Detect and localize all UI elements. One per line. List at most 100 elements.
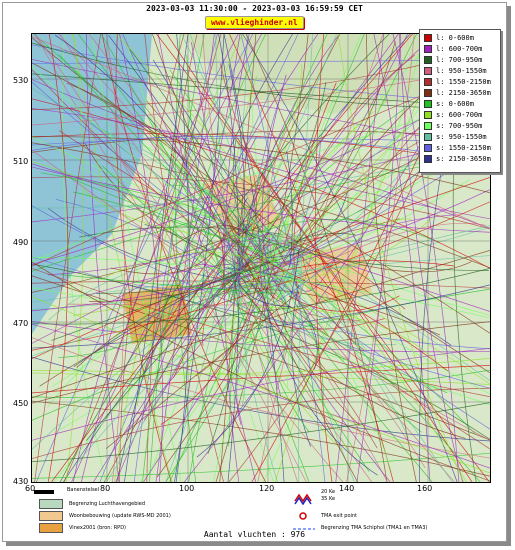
x-tick-140: 140: [339, 484, 355, 493]
flight-track: [32, 321, 490, 353]
flight-track: [32, 62, 490, 334]
flight-track: [235, 87, 284, 294]
x-tick-60: 60: [25, 484, 36, 493]
flight-track: [222, 136, 258, 264]
flight-track: [216, 232, 286, 389]
flight-track: [123, 34, 275, 482]
flight-track: [288, 295, 400, 312]
flight-track: [32, 358, 490, 376]
legend-runways: Banenstelsel: [67, 487, 100, 493]
flight-track: [236, 207, 257, 279]
altitude-legend: l: 0-600m l: 600-700m l: 700-950m l: 950…: [419, 29, 501, 173]
flight-track: [170, 153, 225, 290]
legend-item: s: 950-1550m: [424, 131, 487, 142]
flight-track: [115, 34, 172, 482]
flight-track: [220, 63, 302, 230]
flight-track: [216, 268, 252, 296]
flight-track: [85, 261, 299, 297]
grid-lines: [32, 34, 490, 482]
flight-track: [32, 267, 490, 325]
urban-area-3: [122, 284, 192, 344]
flight-track: [195, 214, 275, 300]
flight-track: [76, 258, 277, 368]
flight-track: [32, 321, 490, 404]
flight-track: [32, 268, 490, 398]
flight-track: [212, 34, 362, 482]
flight-track: [32, 201, 490, 351]
flight-track: [257, 34, 384, 482]
tma-boundary-icon: [293, 528, 315, 530]
flight-track: [59, 34, 372, 482]
flight-track: [250, 269, 348, 451]
flight-track: [266, 186, 403, 230]
flight-track: [224, 267, 452, 346]
legend-vinex: Vinex2001 (bron: RPD): [39, 523, 126, 533]
flight-track: [32, 402, 490, 463]
map-svg: [32, 34, 490, 482]
runway-swatch: [34, 490, 54, 494]
flight-track: [149, 34, 205, 482]
flight-track: [34, 34, 344, 482]
flight-track: [119, 34, 185, 482]
flight-track: [32, 79, 490, 220]
flight-track: [157, 307, 261, 478]
flight-track: [119, 34, 163, 482]
flight-track: [222, 260, 455, 293]
flight-track: [32, 296, 490, 474]
flight-track: [116, 34, 293, 482]
flight-track: [60, 274, 277, 294]
flight-track: [32, 261, 490, 482]
flight-track: [47, 242, 301, 408]
flight-track: [81, 34, 262, 482]
flight-track: [181, 34, 453, 482]
flight-track: [32, 400, 490, 477]
flight-track: [152, 34, 358, 482]
flight-track: [32, 387, 490, 459]
flight-track: [32, 249, 490, 399]
flight-track: [366, 34, 417, 482]
y-tick-490: 490: [13, 238, 29, 247]
flight-track: [152, 117, 271, 230]
flight-track: [75, 274, 292, 466]
flight-track: [272, 279, 286, 293]
flight-track: [106, 34, 125, 482]
flight-track: [173, 239, 270, 378]
map-legend-bottom: Banenstelsel Begrenzing Luchthavengebied…: [31, 487, 489, 537]
flight-track: [233, 259, 291, 307]
flight-track: [152, 59, 286, 252]
flight-track: [142, 34, 267, 482]
brand-badge[interactable]: www.vlieghinder.nl: [205, 16, 304, 29]
flight-track: [34, 34, 101, 482]
flight-track: [282, 54, 416, 253]
flight-track: [165, 34, 417, 482]
time-range-title: 2023-03-03 11:30:00 - 2023-03-03 16:59:5…: [146, 4, 363, 13]
flight-track: [207, 271, 239, 455]
flight-track: [186, 54, 233, 303]
legend-airport-boundary: Begrenzing Luchthavengebied: [39, 499, 145, 509]
flight-track: [32, 284, 490, 349]
flight-track: [32, 255, 490, 303]
legend-swatch: [424, 88, 432, 97]
legend-residential: Woonbebouwing (update RWS-MD 2001): [39, 511, 171, 521]
legend-tma-boundary: Begrenzing TMA Schiphol (TMA1 en TMA3): [321, 525, 428, 531]
flight-track: [65, 34, 84, 482]
flight-track: [286, 143, 316, 240]
flight-track: [261, 98, 419, 234]
flight-track: [258, 234, 282, 397]
noise-contour-icon: [294, 493, 312, 505]
legend-swatch: [424, 33, 432, 42]
flight-track: [84, 143, 258, 270]
flight-track: [236, 228, 489, 271]
flight-track: [280, 232, 356, 254]
flight-track: [32, 108, 490, 229]
flight-track: [32, 88, 490, 382]
flight-track: [86, 259, 252, 441]
legend-swatch: [424, 121, 432, 130]
y-tick-470: 470: [13, 319, 29, 328]
legend-item: l: 600-700m: [424, 43, 482, 54]
flight-track-map[interactable]: [31, 33, 491, 483]
y-tick-530: 530: [13, 76, 29, 85]
flight-track: [115, 34, 467, 482]
flight-track: [236, 100, 388, 293]
legend-swatch: [424, 143, 432, 152]
